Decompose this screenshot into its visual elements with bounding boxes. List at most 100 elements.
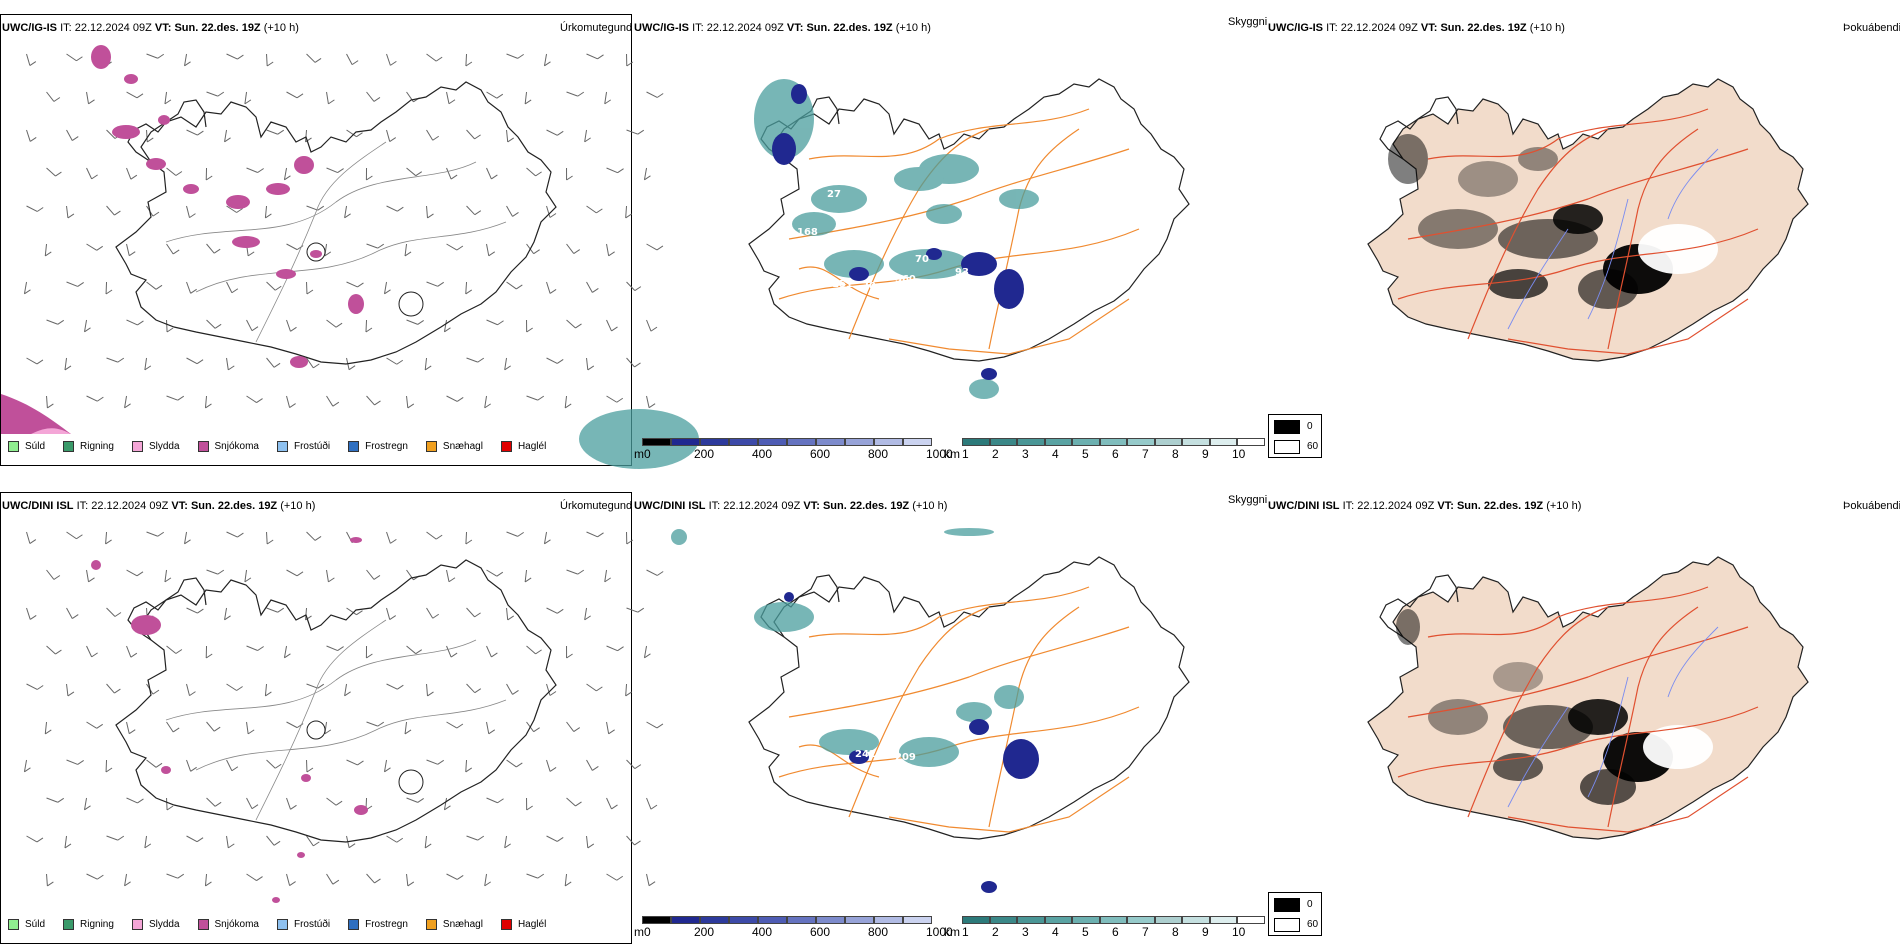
precip-type-panel [0, 492, 632, 944]
colorbar-tick: 8 [1172, 925, 1179, 939]
road-network [778, 586, 1140, 833]
legend-item: Snjókoma [197, 919, 259, 930]
visibility-value: 30 [862, 281, 876, 292]
panel-title-fog: Þokuábendi [1843, 500, 1900, 512]
colorbar-segment [1237, 916, 1265, 924]
visibility-value: 93 [955, 267, 969, 278]
colorbar-tick: 7 [1142, 925, 1149, 939]
lead-time: (+10 h) [1529, 22, 1565, 34]
colorbar-segment [729, 916, 758, 924]
valid-time: Sun. 22.des. 19Z [822, 500, 910, 512]
model-name: UWC/DINI ISL [1268, 500, 1340, 512]
colorbar-tick: 600 [810, 447, 831, 461]
fog-legend-max: 0 [1307, 899, 1313, 910]
model-name: UWC/DINI ISL [2, 500, 74, 512]
colorbar-segment [642, 916, 671, 924]
panel-title-precip: Úrkomutegund [560, 500, 633, 512]
colorbar-unit: m [634, 447, 644, 461]
colorbar-segment [1044, 916, 1072, 924]
colorbar-segment [787, 916, 816, 924]
panel-title-fog: Þokuábendi [1843, 22, 1900, 34]
colorbar-segment [1017, 916, 1045, 924]
legend-swatch [131, 919, 143, 930]
legend-swatch [500, 441, 512, 452]
visibility-value: 242 [855, 749, 876, 760]
legend-swatch [276, 919, 288, 930]
colorbar-tick: 400 [752, 925, 773, 939]
colorbar-km: km 1 2 3 4 5 6 7 8 9 10 [944, 438, 1265, 464]
visibility-map: 412 80 242 209 73 44 94 [671, 528, 1190, 893]
valid-time: Sun. 22.des. 19Z [190, 500, 278, 512]
visibility-value: 412 [737, 590, 758, 601]
legend-swatch [348, 441, 360, 452]
vt-label: VT: [803, 500, 820, 512]
visibility-low-km [579, 79, 1039, 469]
wind-barbs [23, 53, 664, 409]
it-label: IT: [60, 22, 72, 34]
colorbar-segment [1182, 916, 1210, 924]
colorbar-segment [989, 438, 1017, 446]
snow-patch [266, 183, 290, 195]
colorbar-segment [1099, 438, 1127, 446]
fog-legend-min: 60 [1307, 441, 1319, 452]
legend-swatch [500, 919, 512, 930]
valid-time: Sun. 22.des. 19Z [1440, 22, 1527, 34]
fog-legend-swatch-min [1274, 440, 1300, 454]
colorbar-segment [758, 916, 787, 924]
snow-patch [112, 125, 140, 139]
init-time: 22.12.2024 09Z [1340, 22, 1418, 34]
precip-map [1, 45, 664, 434]
snow-patch [297, 852, 305, 858]
legend-item: Haglél [500, 919, 546, 930]
colorbar-segment [642, 438, 671, 446]
run-info: UWC/IG-IS IT: 22.12.2024 09Z VT: Sun. 22… [634, 22, 931, 34]
colorbar-segment [962, 438, 990, 446]
colorbar-tick: 2 [992, 447, 999, 461]
colorbar-segment [962, 916, 990, 924]
legend-swatch [425, 441, 437, 452]
fog-index-shading [1388, 134, 1718, 309]
colorbar-segment [874, 916, 903, 924]
legend-item: Rigning [63, 441, 114, 452]
run-info: UWC/IG-IS IT: 22.12.2024 09Z VT: Sun. 22… [1268, 22, 1565, 34]
legend-swatch [348, 919, 360, 930]
colorbar-segment [700, 438, 729, 446]
visibility-value: 248 [782, 244, 803, 255]
lead-time: (+10 h) [895, 22, 931, 34]
fog-map [1367, 556, 1809, 840]
colorbar-tick: 800 [868, 447, 889, 461]
colorbar-tick: 7 [1142, 447, 1149, 461]
legend-swatch [63, 919, 75, 930]
lead-time: (+10 h) [912, 500, 948, 512]
colorbar-tick: 1 [962, 447, 969, 461]
visibility-value: 560 [895, 274, 916, 285]
colorbar-segment [1072, 438, 1100, 446]
snow-patch [226, 195, 250, 209]
colorbar-segment [1099, 916, 1127, 924]
colorbar-tick: 10 [1232, 447, 1246, 461]
forecast-row: UWC/DINI ISL IT: 22.12.2024 09Z VT: Sun.… [0, 478, 1900, 948]
colorbar-tick: 9 [1202, 447, 1209, 461]
visibility-value: 168 [797, 227, 818, 238]
colorbar-segment [1127, 916, 1155, 924]
visibility-value: 440 [945, 189, 966, 200]
precip-legend: Súld Rigning Slydda Snjókoma Frostúði Frostre… [8, 441, 564, 452]
panel-title-precip: Úrkomutegund [560, 22, 633, 34]
legend-swatch [131, 441, 143, 452]
colorbar-segment [671, 916, 700, 924]
rivers [1507, 626, 1719, 808]
coastline [115, 81, 557, 365]
colorbar-tick: 5 [1082, 447, 1089, 461]
colorbar-tick: 200 [694, 925, 715, 939]
snow-patch [348, 294, 364, 314]
run-info: UWC/IG-IS IT: 22.12.2024 09Z VT: Sun. 22… [2, 22, 299, 34]
snow-patch [294, 156, 314, 174]
colorbar-tick: 1 [962, 925, 969, 939]
colorbar-segment [1209, 916, 1237, 924]
snow-patch [354, 805, 368, 815]
colorbar-segment [1017, 438, 1045, 446]
snow-areas [91, 45, 364, 368]
lead-time: (+10 h) [280, 500, 316, 512]
legend-label: Slydda [148, 919, 180, 930]
road-network [1397, 586, 1759, 833]
